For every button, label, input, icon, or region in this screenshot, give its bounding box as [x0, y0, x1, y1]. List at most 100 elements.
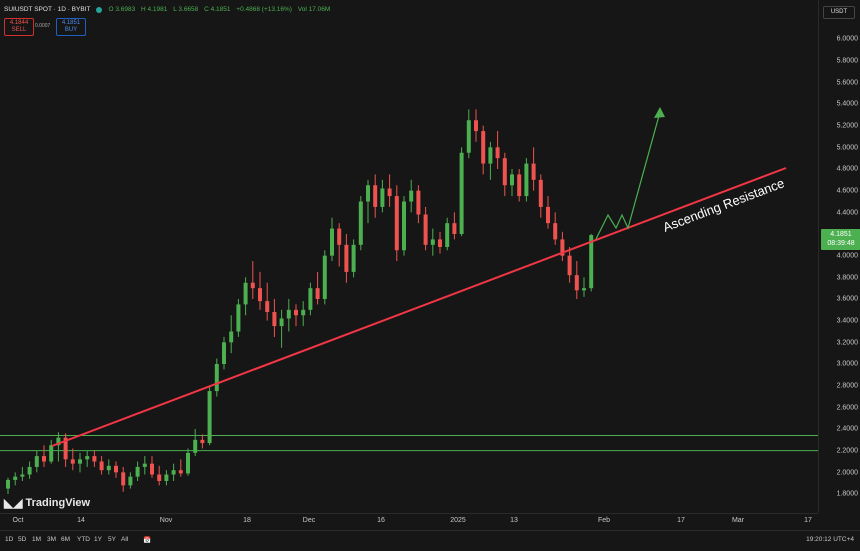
range-button-ytd[interactable]: YTD [77, 536, 90, 543]
price-tick-label: 3.6000 [836, 295, 858, 303]
range-button-3m[interactable]: 3M [47, 536, 57, 543]
buy-price: 4.1851 [61, 20, 81, 26]
buy-label: BUY [64, 27, 78, 33]
high-value: H 4.1981 [141, 6, 168, 13]
candle-body [20, 474, 25, 477]
candle-body [538, 179, 543, 207]
candle-body [589, 235, 594, 289]
candle-body [560, 239, 565, 256]
candle-body [250, 282, 255, 289]
tradingview-logo[interactable]: ◣◢ TradingView [4, 496, 90, 510]
candle-body [330, 228, 334, 256]
range-button-1d[interactable]: 1D [5, 536, 14, 543]
candle-body [236, 304, 241, 332]
bottom-toolbar: 1D 5D 1M 3M 6M YTD 1Y 5Y All 📅 19:20:12 UTC+4 [0, 530, 860, 551]
candle-body [56, 437, 61, 446]
currency-selector[interactable]: USDT [823, 6, 855, 19]
tradingview-logo-text: TradingView [25, 497, 91, 509]
candle-body [121, 472, 126, 486]
candle-body [322, 255, 327, 299]
candle-body [373, 185, 378, 207]
candle-body [243, 282, 248, 305]
current-price: 4.1851 [830, 231, 852, 238]
candle-body [294, 309, 298, 316]
candle-body [85, 456, 90, 460]
current-price-tag: 4.1851 08:39:48 [821, 229, 860, 250]
price-axis[interactable]: USDT 6.0000 5.8000 5.6000 5.4000 5.2000 5.000… [818, 0, 860, 513]
candle-body [13, 476, 18, 480]
candlestick-chart[interactable]: Ascending Resistance [0, 0, 818, 513]
candle-body [164, 474, 169, 481]
candle-body [229, 331, 234, 343]
buy-button[interactable]: 4.1851 BUY [56, 18, 86, 36]
range-button-5y[interactable]: 5Y [108, 536, 116, 543]
volume-value: Vol 17.06M [297, 6, 331, 13]
candle-body [49, 445, 54, 462]
price-tick-label: 2.8000 [836, 382, 858, 390]
low-value: L 3.6658 [173, 6, 199, 13]
price-tick-label: 4.8000 [836, 165, 858, 173]
candle-body [99, 461, 104, 471]
price-tick-label: 1.8000 [836, 490, 858, 498]
time-tick-label: 13 [510, 517, 518, 524]
time-axis[interactable]: Oct 14 Nov 18 Dec 16 2025 13 Feb 17 Mar 17 [0, 513, 818, 531]
candle-body [582, 288, 586, 291]
time-tick-label: 16 [377, 517, 385, 524]
range-button-1m[interactable]: 1M [32, 536, 42, 543]
candle-body [114, 465, 118, 473]
trendline-annotation: Ascending Resistance [661, 175, 787, 235]
symbol-label[interactable]: SUIUSDT SPOT · 1D · BYBIT [4, 6, 91, 13]
candle-body [200, 439, 205, 444]
candle-body [301, 309, 306, 316]
candle-body [553, 223, 558, 240]
clock-display[interactable]: 19:20:12 UTC+4 [806, 536, 854, 543]
candle-body [546, 206, 550, 224]
time-tick-label: 17 [804, 517, 812, 524]
candle-body [524, 163, 529, 197]
price-tick-label: 3.8000 [836, 274, 858, 282]
candle-body [517, 174, 522, 197]
candle-body [438, 239, 442, 247]
candle-body [466, 120, 471, 153]
candle-body [574, 275, 579, 291]
candle-body [344, 244, 349, 272]
candle-body [423, 214, 428, 245]
time-tick-label: Dec [302, 517, 316, 524]
candle-body [387, 188, 392, 197]
range-button-all[interactable]: All [121, 536, 129, 543]
candle-body [315, 288, 320, 299]
candle-body [42, 456, 46, 462]
candle-body [452, 223, 457, 234]
candle-body [150, 463, 154, 475]
tradingview-logo-icon: ◣◢ [4, 496, 23, 510]
candle-body [567, 255, 572, 276]
candle-body [258, 288, 262, 302]
close-value: C 4.1851 [204, 6, 231, 13]
price-tick-label: 4.4000 [836, 209, 858, 217]
candle-body [92, 456, 97, 462]
range-button-5d[interactable]: 5D [18, 536, 27, 543]
candle-body [214, 364, 219, 392]
candle-body [495, 147, 500, 159]
price-tick-label: 2.0000 [836, 469, 858, 477]
time-tick-label: 18 [243, 517, 251, 524]
candle-body [474, 120, 478, 132]
candle-body [279, 318, 284, 327]
candle-body [351, 244, 356, 272]
price-tick-label: 5.0000 [836, 144, 858, 152]
candle-body [510, 174, 514, 186]
calendar-icon[interactable]: 📅 [143, 537, 152, 544]
range-button-6m[interactable]: 6M [61, 536, 71, 543]
candle-body [286, 309, 291, 319]
candle-body [135, 466, 140, 477]
candle-body [430, 239, 435, 245]
range-button-1y[interactable]: 1Y [94, 536, 102, 543]
time-tick-label: 17 [677, 517, 685, 524]
sell-button[interactable]: 4.1844 SELL [4, 18, 34, 36]
candle-body [308, 288, 313, 310]
time-tick-label: 14 [77, 517, 85, 524]
chart-area[interactable]: Ascending Resistance SUIUSDT SPOT · 1D ·… [0, 0, 818, 513]
price-tick-label: 5.4000 [836, 100, 858, 108]
price-tick-label: 2.6000 [836, 404, 858, 412]
candle-body [380, 188, 385, 207]
